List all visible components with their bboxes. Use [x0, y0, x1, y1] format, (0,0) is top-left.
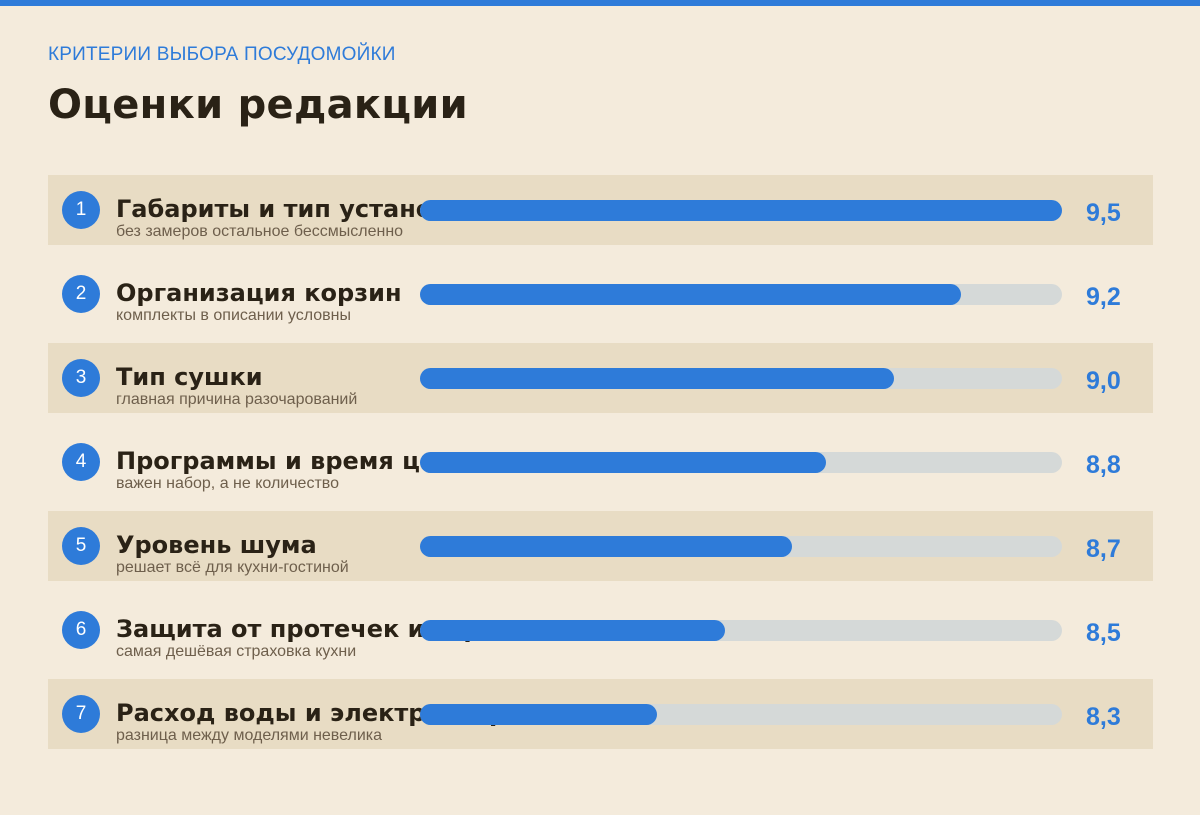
criterion-label: Габариты и тип установки: [116, 195, 481, 223]
score-bar-track: [420, 620, 1062, 641]
criterion-row: 6 Защита от протечек и сервис самая дешёва…: [48, 595, 1153, 665]
criterion-row: 1 Габариты и тип установки без замеров ост…: [48, 175, 1153, 245]
score-value: 9,0: [1086, 367, 1121, 395]
score-list: 1 Габариты и тип установки без замеров ост…: [48, 175, 1153, 763]
score-bar: [420, 368, 894, 389]
criterion-note: самая дешёвая страховка кухни: [116, 643, 357, 660]
score-value: 8,8: [1086, 451, 1121, 479]
criterion-label: Уровень шума: [116, 531, 317, 559]
score-bar-track: [420, 536, 1062, 557]
criterion-note: комплекты в описании условны: [116, 307, 351, 324]
score-bar-track: [420, 704, 1062, 725]
criterion-label: Организация корзин: [116, 279, 402, 307]
score-value: 8,5: [1086, 619, 1121, 647]
top-accent-bar: [0, 0, 1200, 6]
criterion-row: 3 Тип сушки главная причина разочарований 9…: [48, 343, 1153, 413]
criterion-note: важен набор, а не количество: [116, 475, 339, 492]
rank-badge: 1: [62, 191, 100, 229]
score-bar-track: [420, 452, 1062, 473]
rank-badge: 5: [62, 527, 100, 565]
score-bar-track: [420, 284, 1062, 305]
rank-badge: 3: [62, 359, 100, 397]
score-value: 9,2: [1086, 283, 1121, 311]
criterion-row: 7 Расход воды и электроэнергии разница меж…: [48, 679, 1153, 749]
rank-badge: 4: [62, 443, 100, 481]
criterion-row: 2 Организация корзин комплекты в описании …: [48, 259, 1153, 329]
score-bar: [420, 620, 725, 641]
rank-badge: 2: [62, 275, 100, 313]
score-value: 8,7: [1086, 535, 1121, 563]
score-value: 9,5: [1086, 199, 1121, 227]
criterion-row: 5 Уровень шума решает всё для кухни-гостин…: [48, 511, 1153, 581]
score-bar: [420, 452, 826, 473]
score-value: 8,3: [1086, 703, 1121, 731]
criterion-label: Тип сушки: [116, 363, 263, 391]
criterion-note: главная причина разочарований: [116, 391, 358, 408]
criterion-note: разница между моделями невелика: [116, 727, 383, 744]
criterion-note: решает всё для кухни-гостиной: [116, 559, 349, 576]
score-bar: [420, 284, 961, 305]
score-bar-track: [420, 200, 1062, 221]
criterion-note: без замеров остальное бессмысленно: [116, 223, 404, 240]
rank-badge: 7: [62, 695, 100, 733]
rank-badge: 6: [62, 611, 100, 649]
score-bar-track: [420, 368, 1062, 389]
criterion-row: 4 Программы и время цикла важен набор, а н…: [48, 427, 1153, 497]
score-bar: [420, 536, 792, 557]
eyebrow-label: КРИТЕРИИ ВЫБОРА ПОСУДОМОЙКИ: [48, 44, 396, 65]
score-bar: [420, 200, 1062, 221]
score-bar: [420, 704, 657, 725]
page-title: Оценки редакции: [48, 82, 468, 128]
